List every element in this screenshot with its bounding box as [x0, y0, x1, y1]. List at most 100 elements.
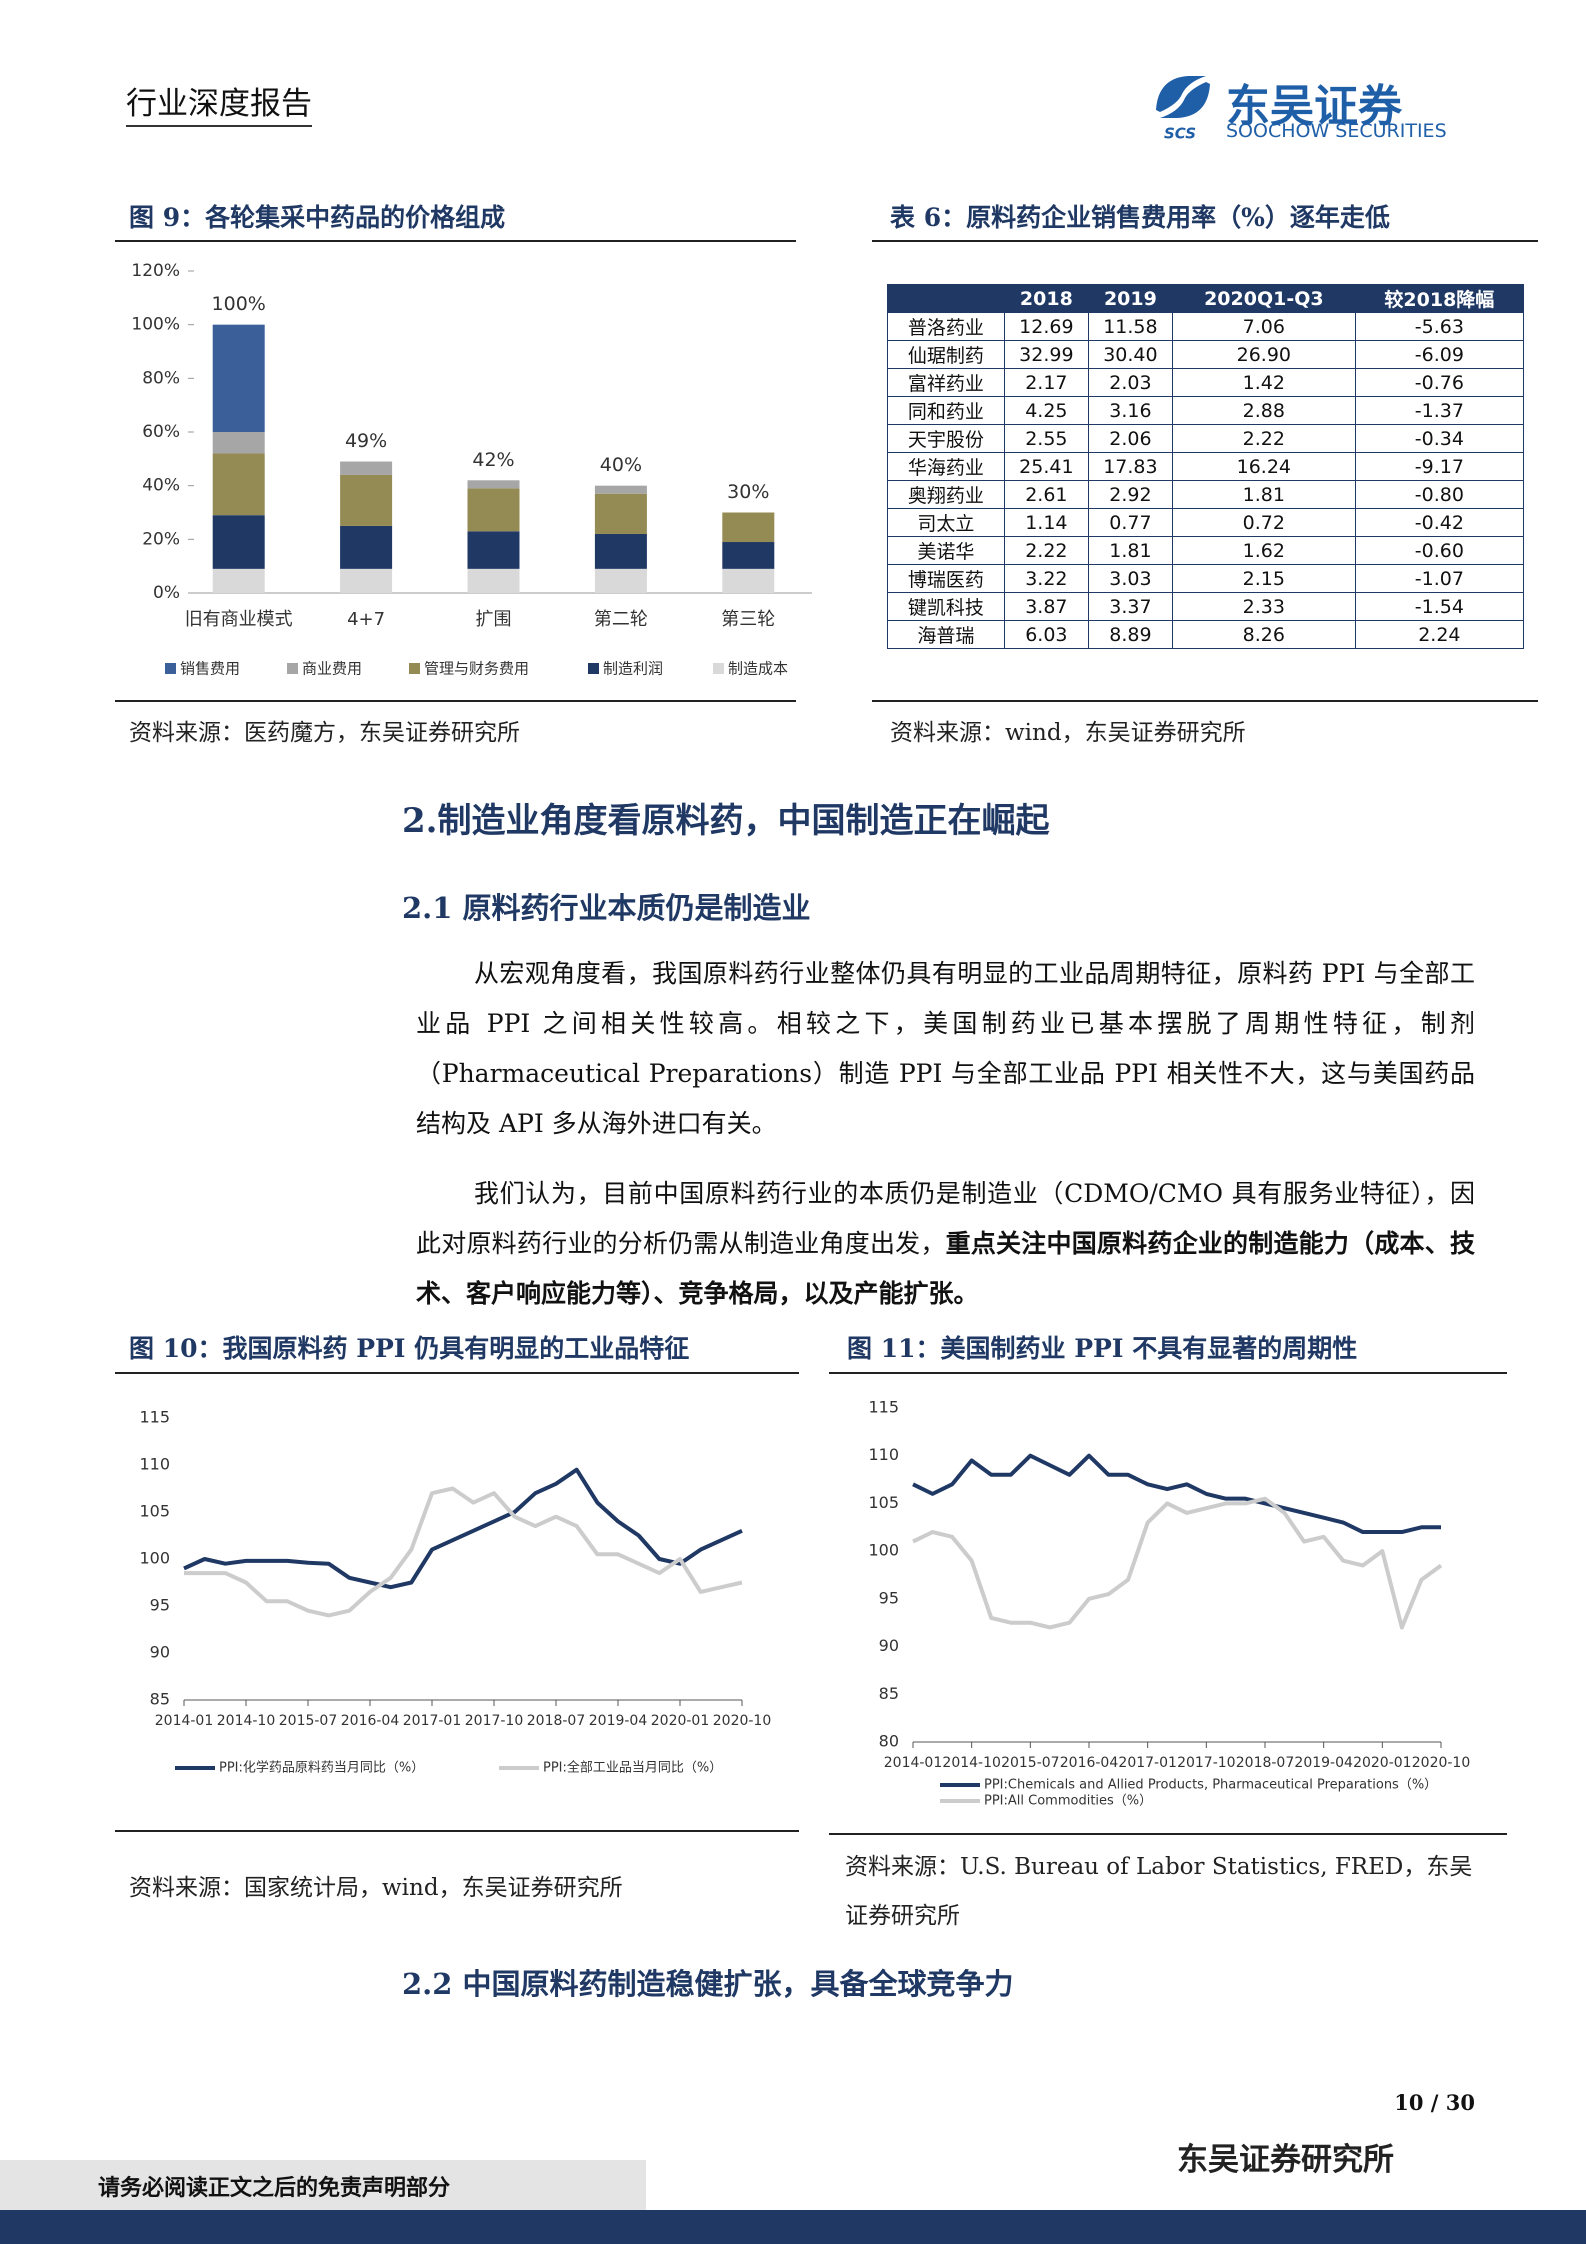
table-cell: -5.63 — [1354, 312, 1525, 341]
table-cell: 2.92 — [1087, 480, 1173, 509]
table-cell: 1.14 — [1003, 508, 1089, 537]
row-header: 仙琚制药 — [887, 340, 1005, 369]
table-cell: -0.60 — [1354, 536, 1525, 565]
table-cell: 2.22 — [1171, 424, 1356, 453]
logo-icon: SCS — [1156, 76, 1210, 143]
y-tick-label: 85 — [150, 1690, 170, 1709]
legend-label: PPI:Chemicals and Allied Products, Pharm… — [984, 1778, 1437, 1793]
table-header-row: 2018 2019 2020Q1-Q3 较2018降幅 — [887, 284, 1525, 313]
bar-segment — [467, 488, 520, 532]
table-row: 普洛药业 12.69 11.58 7.06 -5.63 — [887, 312, 1525, 341]
bar-segment — [722, 542, 775, 569]
x-tick-label: 2020-01 — [1353, 1755, 1412, 1771]
total-label: 40% — [600, 454, 642, 476]
table-cell: -6.09 — [1354, 340, 1525, 369]
x-tick-label: 2019-04 — [589, 1713, 648, 1729]
figure-title: 图 9：各轮集采中药品的价格组成 — [129, 203, 506, 232]
column-header: 2018 — [1003, 284, 1089, 313]
line-series — [184, 1486, 743, 1618]
institute: 东吴证券研究所 — [1177, 2142, 1394, 2178]
legend-label: 管理与财务费用 — [424, 660, 529, 678]
x-tick-label: 2018-07 — [1236, 1755, 1295, 1771]
bar-segment — [212, 453, 265, 516]
report-type: 行业深度报告 — [126, 78, 312, 127]
y-tick-label: 105 — [139, 1502, 170, 1521]
table-cell: 3.22 — [1003, 564, 1089, 593]
table-cell: -0.42 — [1354, 508, 1525, 537]
table-cell: 1.81 — [1087, 536, 1173, 565]
row-header: 美诺华 — [887, 536, 1005, 565]
table-cell: 2.88 — [1171, 396, 1356, 425]
y-tick-label: 100 — [139, 1549, 170, 1568]
x-tick-label: 2016-04 — [1060, 1755, 1119, 1771]
row-header: 键凯科技 — [887, 592, 1005, 621]
x-tick-label: 2014-10 — [217, 1713, 276, 1729]
table-row: 富祥药业 2.17 2.03 1.42 -0.76 — [887, 368, 1525, 397]
source: 资料来源：医药魔方，东吴证券研究所 — [129, 720, 520, 746]
legend-label: 制造利润 — [603, 660, 663, 678]
brand-cn: 东吴证券 — [1226, 81, 1402, 132]
table-cell: 2.03 — [1087, 368, 1173, 397]
table-row: 仙琚制药 32.99 30.40 26.90 -6.09 — [887, 340, 1525, 369]
legend-swatch — [588, 663, 599, 674]
x-tick-label: 2015-07 — [1001, 1755, 1060, 1771]
table-cell: 0.72 — [1171, 508, 1356, 537]
table-cell: 2.24 — [1354, 620, 1525, 649]
table-cell: -1.37 — [1354, 396, 1525, 425]
row-header: 普洛药业 — [887, 312, 1005, 341]
x-tick-label: 2017-10 — [1177, 1755, 1236, 1771]
rule — [115, 1830, 799, 1832]
source: 资料来源：wind，东吴证券研究所 — [890, 720, 1246, 746]
line-series — [912, 1453, 1441, 1535]
table-cell: 3.03 — [1087, 564, 1173, 593]
y-tick-label: 105 — [868, 1493, 899, 1512]
x-tick-label: 2018-07 — [527, 1713, 586, 1729]
row-header: 华海药业 — [887, 452, 1005, 481]
section-heading: 2.2 中国原料药制造稳健扩张，具备全球竞争力 — [402, 1967, 1014, 2001]
line-series — [183, 1467, 743, 1590]
table-cell: 8.89 — [1087, 620, 1173, 649]
table-row: 美诺华 2.22 1.81 1.62 -0.60 — [887, 536, 1525, 565]
x-tick-label: 2019-04 — [1294, 1755, 1353, 1771]
x-tick-label: 第三轮 — [721, 609, 775, 630]
bar-segment — [212, 568, 265, 593]
source: 资料来源：U.S. Bureau of Labor Statistics, FR… — [845, 1854, 1473, 1929]
table-row: 奥翔药业 2.61 2.92 1.81 -0.80 — [887, 480, 1525, 509]
rule — [872, 240, 1538, 242]
row-header: 博瑞医药 — [887, 564, 1005, 593]
table-row: 天宇股份 2.55 2.06 2.22 -0.34 — [887, 424, 1525, 453]
y-tick-label: 110 — [139, 1455, 170, 1474]
table-cell: 12.69 — [1003, 312, 1089, 341]
table-cell: -0.80 — [1354, 480, 1525, 509]
column-header: 较2018降幅 — [1354, 284, 1525, 313]
table-corner — [887, 284, 1005, 313]
y-tick-label: 110 — [868, 1445, 899, 1464]
y-tick-label: 95 — [150, 1596, 170, 1615]
x-tick-label: 2020-01 — [651, 1713, 710, 1729]
legend-label: PPI:化学药品原料药当月同比（%） — [219, 1760, 424, 1776]
x-tick-label: 2014-01 — [155, 1713, 214, 1729]
y-tick-label: 85 — [879, 1684, 899, 1703]
y-tick-label: 90 — [879, 1636, 899, 1655]
footer-bar — [0, 2210, 1586, 2244]
x-tick-label: 4+7 — [347, 609, 385, 630]
table-cell: 1.62 — [1171, 536, 1356, 565]
table-cell: -1.54 — [1354, 592, 1525, 621]
table-cell: 4.25 — [1003, 396, 1089, 425]
table-cell: -9.17 — [1354, 452, 1525, 481]
table-cell: 1.42 — [1171, 368, 1356, 397]
x-tick-label: 2017-10 — [465, 1713, 524, 1729]
table-cell: 25.41 — [1003, 452, 1089, 481]
line-series — [912, 1496, 1443, 1630]
table-row: 海普瑞 6.03 8.89 8.26 2.24 — [887, 620, 1525, 649]
row-header: 海普瑞 — [887, 620, 1005, 649]
bar-segment — [594, 493, 647, 534]
bar-segment — [467, 531, 520, 569]
table-cell: 2.22 — [1003, 536, 1089, 565]
table-row: 博瑞医药 3.22 3.03 2.15 -1.07 — [887, 564, 1525, 593]
legend-label: PPI:全部工业品当月同比（%） — [543, 1760, 722, 1776]
bar-segment — [340, 525, 393, 569]
row-header: 司太立 — [887, 508, 1005, 537]
bar-segment — [212, 324, 265, 432]
